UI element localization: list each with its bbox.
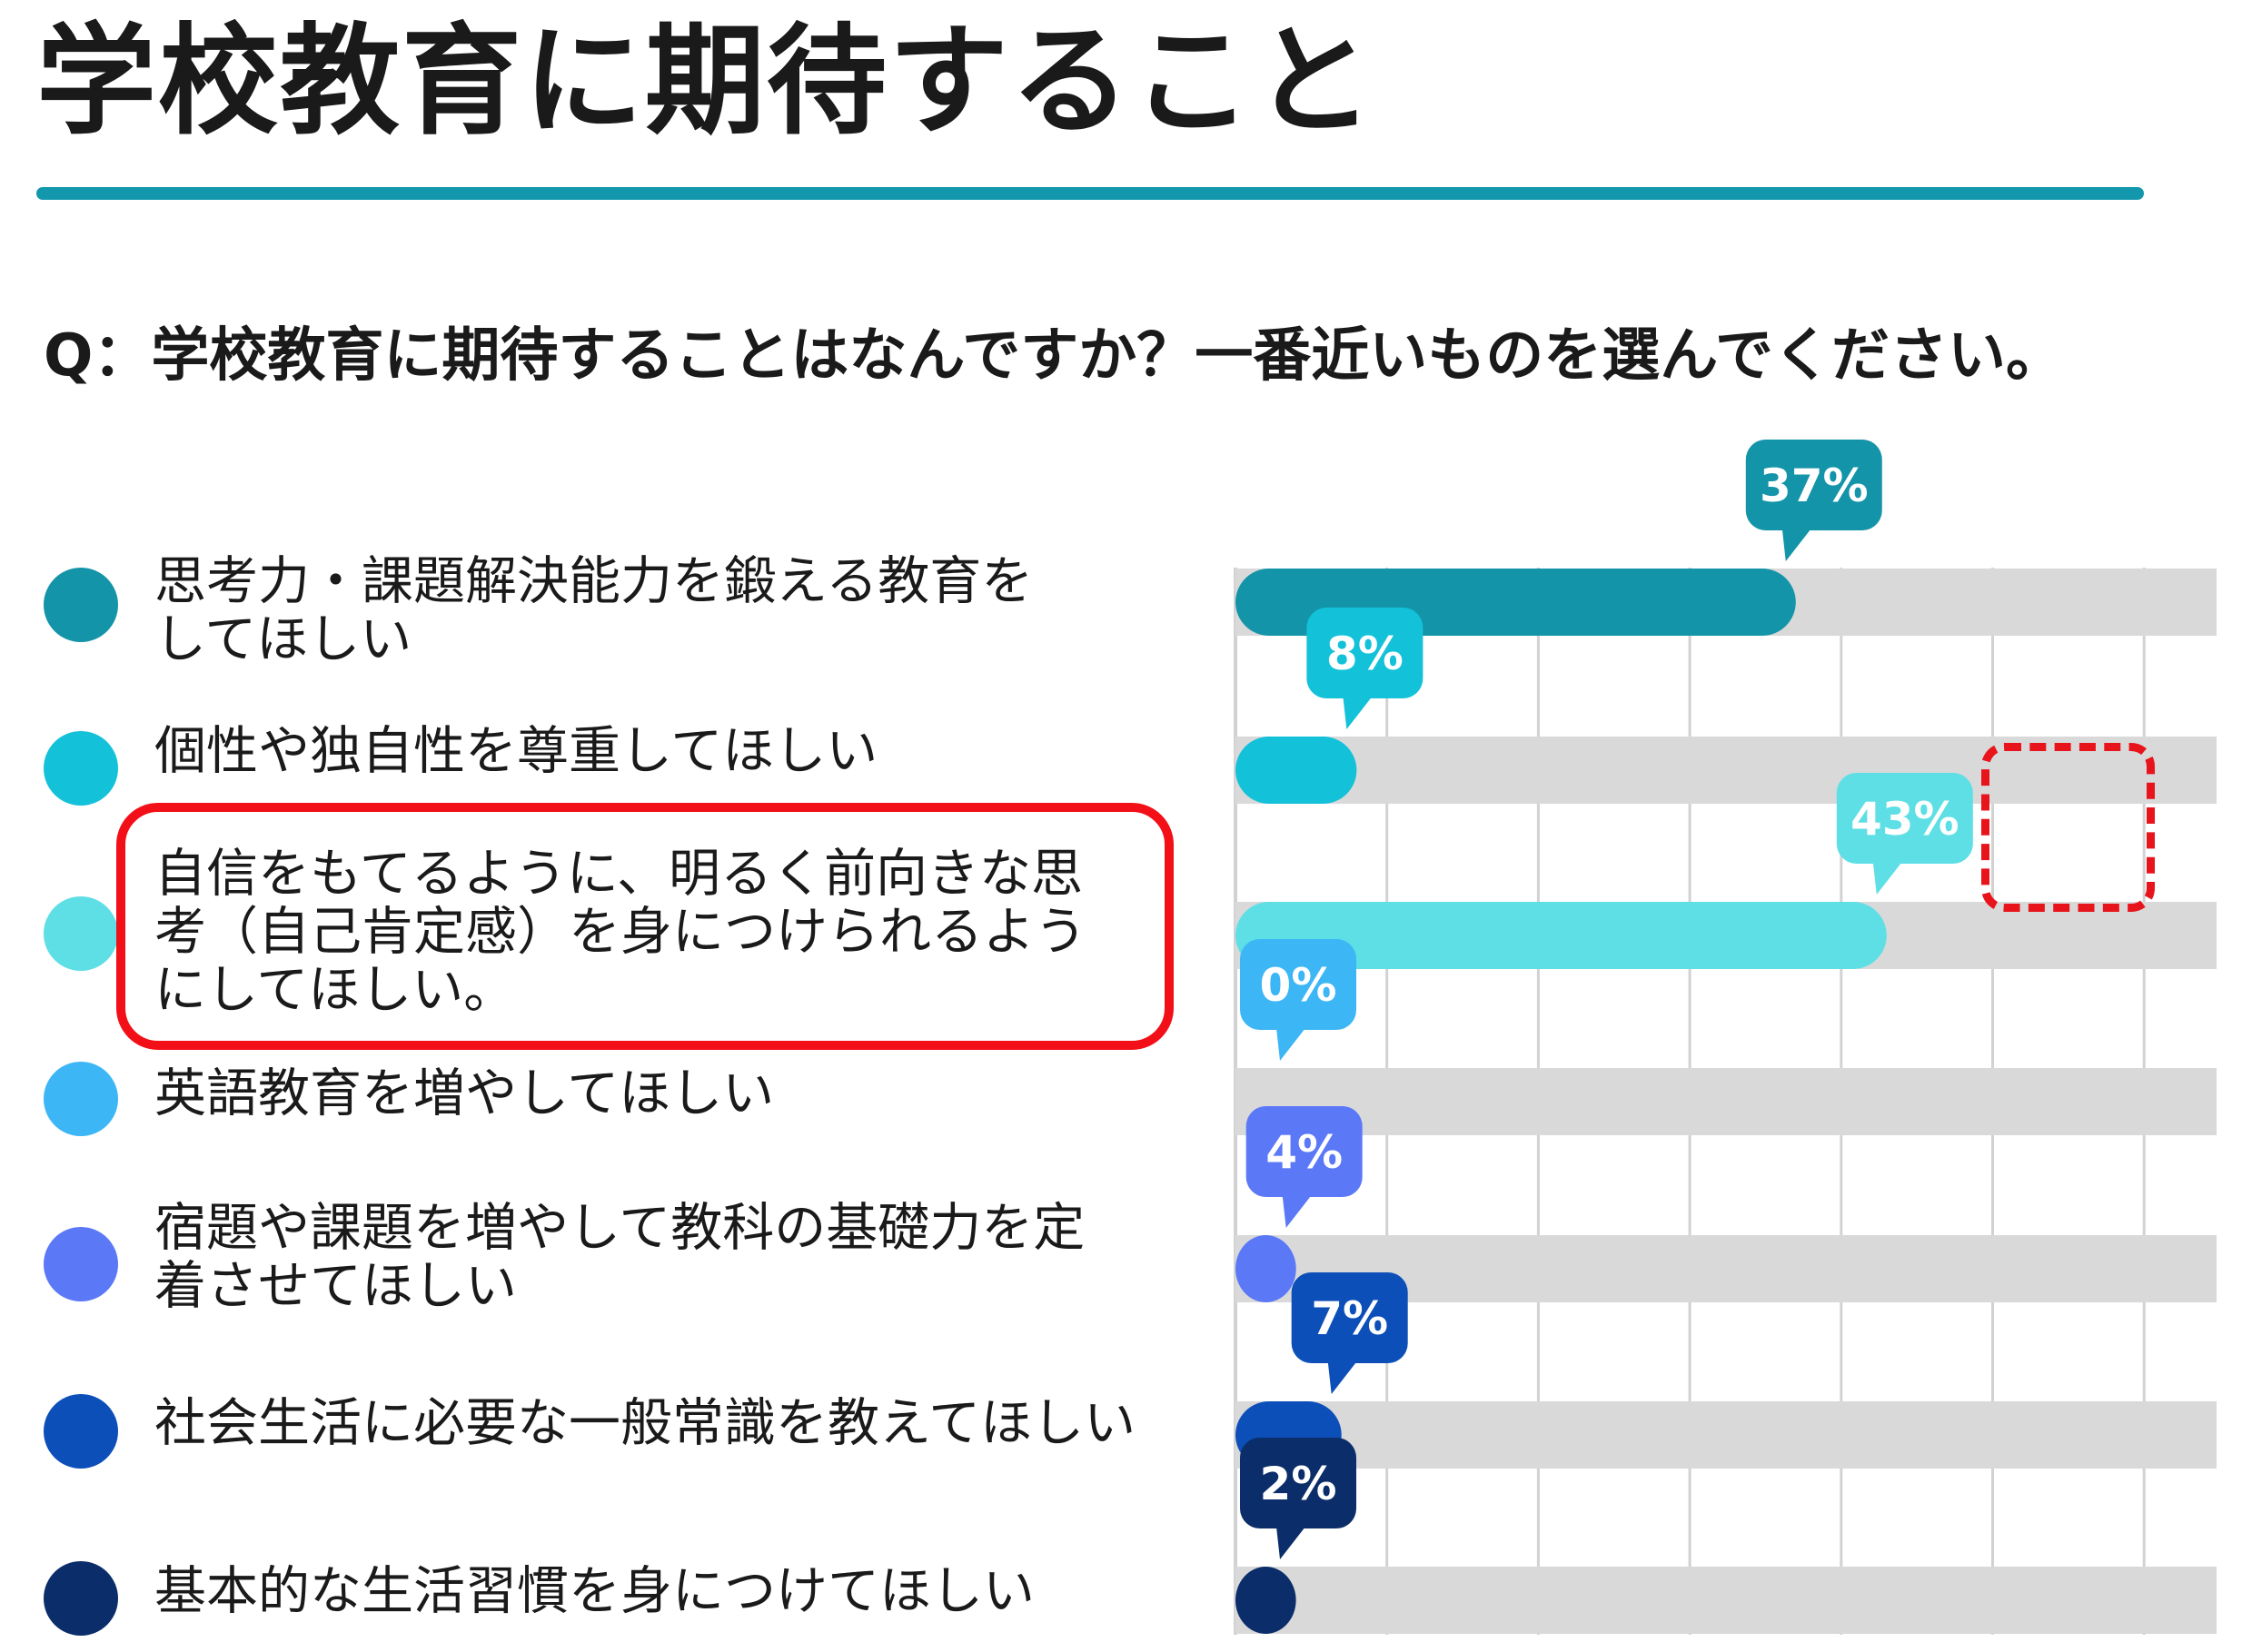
value-callout [1291, 1272, 1408, 1363]
value-callout-tail [1276, 1028, 1305, 1061]
bar-track [1235, 1401, 2217, 1469]
bar-track [1235, 1567, 2217, 1634]
value-callout [1306, 608, 1424, 698]
bar [1235, 1235, 1296, 1302]
legend-dot [44, 1227, 118, 1301]
category-label: 個性や独自性を尊重してほしい [154, 721, 878, 781]
value-callout-tail [1343, 697, 1373, 729]
category-label: 基本的な生活習慣を身につけてほしい [154, 1561, 1035, 1621]
value-callout [1240, 939, 1356, 1030]
value-callout-tail [1282, 1195, 1312, 1228]
value-callout-tail [1781, 529, 1811, 561]
category-label: 英語教育を増やしてほしい [154, 1063, 775, 1123]
category-label: 宿題や課題を増やして教科の基礎力を定 着させてほしい [154, 1198, 1086, 1316]
value-callout-tail [1327, 1361, 1357, 1394]
legend-dot [44, 1062, 118, 1136]
highlight-value-box [1981, 743, 2155, 912]
bar [1235, 737, 1357, 804]
bar [1235, 1567, 1296, 1634]
bar-track [1235, 1068, 2217, 1135]
question-text: Q：学校教育に期待することはなんですか？一番近いものを選んでください。 [44, 322, 2065, 390]
legend-dot [44, 896, 118, 971]
category-label: 思考力・課題解決能力を鍛える教育を してほしい [154, 551, 1034, 669]
highlight-box [116, 803, 1174, 1050]
value-label: 43% [1850, 793, 1959, 846]
legend-dot [44, 731, 118, 806]
value-label: 8% [1326, 628, 1404, 680]
value-label: 4% [1265, 1126, 1343, 1179]
title-rule [36, 187, 2144, 200]
value-callout-tail [1872, 862, 1902, 895]
page-title: 学校教育に期待すること [36, 12, 1375, 152]
value-callout [1245, 1106, 1363, 1197]
value-callout-tail [1276, 1527, 1305, 1559]
value-label: 37% [1760, 460, 1869, 512]
legend-dot [44, 1561, 118, 1636]
legend-dot [44, 568, 118, 642]
value-callout [1240, 1438, 1356, 1528]
category-label: 自信をもてるように、明るく前向きな思 考（自己肯定感）を身につけられるよう にしてほ… [154, 844, 1086, 1020]
value-callout [1745, 440, 1882, 530]
value-label: 0% [1260, 959, 1337, 1012]
value-label: 2% [1260, 1458, 1337, 1510]
legend-dot [44, 1394, 118, 1469]
bar [1235, 902, 1887, 969]
category-label: 社会生活に必要な一般常識を教えてほしい [154, 1393, 1136, 1453]
value-label: 7% [1311, 1292, 1388, 1345]
value-callout [1836, 773, 1973, 864]
